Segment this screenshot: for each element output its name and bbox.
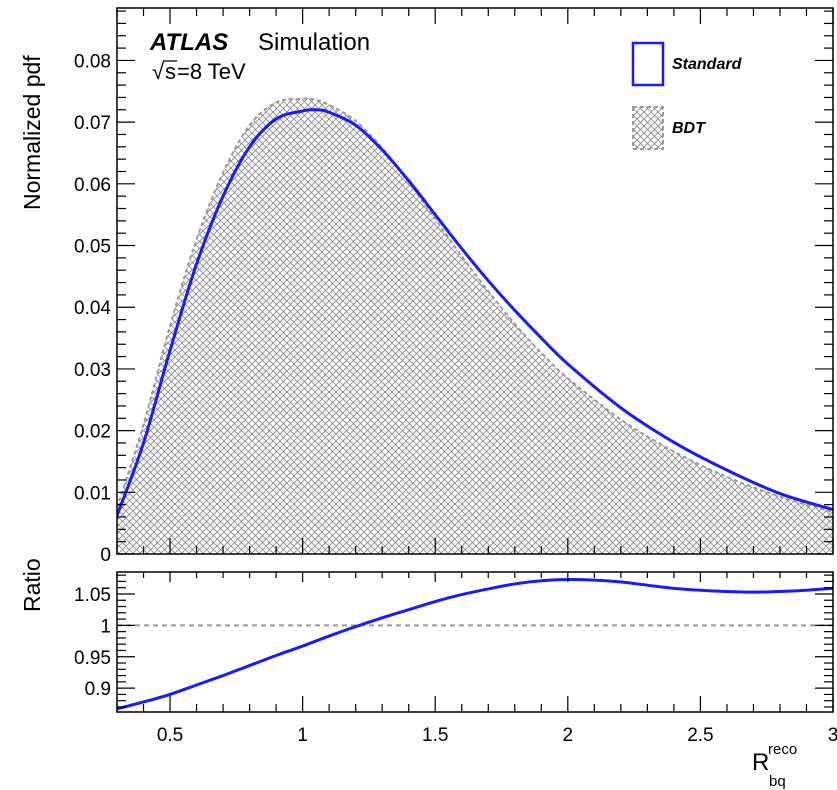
x-tick-label: 1 [297,725,308,746]
energy-value: =8 TeV [177,59,246,84]
x-tick-label: 3 [828,725,837,746]
energy-s: s [165,59,176,84]
legend-standard-label: Standard [672,56,743,73]
x-axis-label-main: R [752,749,769,776]
ratio-line [117,578,833,711]
main-y-tick-label: 0.08 [74,51,111,72]
main-y-axis-label: Normalized pdf [19,55,45,210]
main-y-tick-label: 0.01 [74,483,111,504]
main-y-tick-label: 0.06 [74,175,111,196]
ratio-panel-ticks [116,572,834,712]
ratio-y-tick-label: 0.9 [85,679,111,700]
x-tick-label: 2 [563,725,574,746]
main-panel-ticks [116,8,834,555]
legend-bdt-swatch [632,106,664,150]
main-y-tick-label: 0.07 [74,113,111,134]
main-panel-plot [117,97,833,554]
ratio-y-tick-label: 0.95 [74,648,111,669]
main-y-tick-label: 0.04 [74,298,111,319]
ratio-y-axis-label: Ratio [19,558,45,612]
main-y-tick-label: 0.02 [74,422,111,443]
ratio-panel-plot [117,578,833,711]
ratio-panel-frame [116,571,834,713]
bdt-hatched-area [117,98,833,554]
energy-sqrt-symbol: √ [152,59,165,84]
energy-label: √ s =8 TeV [152,59,246,84]
ratio-y-tick-labels: 0.9 0.95 1 1.05 [74,585,111,700]
atlas-label: ATLAS [149,29,228,56]
main-panel-frame [116,7,834,555]
main-y-tick-label: 0.03 [74,360,111,381]
legend-bdt-label: BDT [672,120,706,137]
x-tick-label: 0.5 [157,725,183,746]
main-y-tick-labels: 0 0.01 0.02 0.03 0.04 0.05 0.06 0.07 0.08 [74,51,111,566]
x-tick-label: 2.5 [687,725,713,746]
x-axis-label: R reco bq [752,741,797,790]
simulation-label: Simulation [258,29,370,56]
main-y-tick-label: 0.05 [74,237,111,258]
main-y-tick-label: 0 [100,545,111,566]
x-axis-label-sup: reco [768,741,797,758]
x-tick-label: 1.5 [422,725,448,746]
x-axis-label-sub: bq [769,773,786,790]
x-tick-labels: 0.5 1 1.5 2 2.5 3 [157,725,837,746]
legend-standard-swatch [631,41,665,87]
ratio-y-tick-label: 1.05 [74,585,111,606]
legend: Standard BDT [631,41,743,150]
standard-line [117,108,833,517]
ratio-y-tick-label: 1 [100,616,111,637]
